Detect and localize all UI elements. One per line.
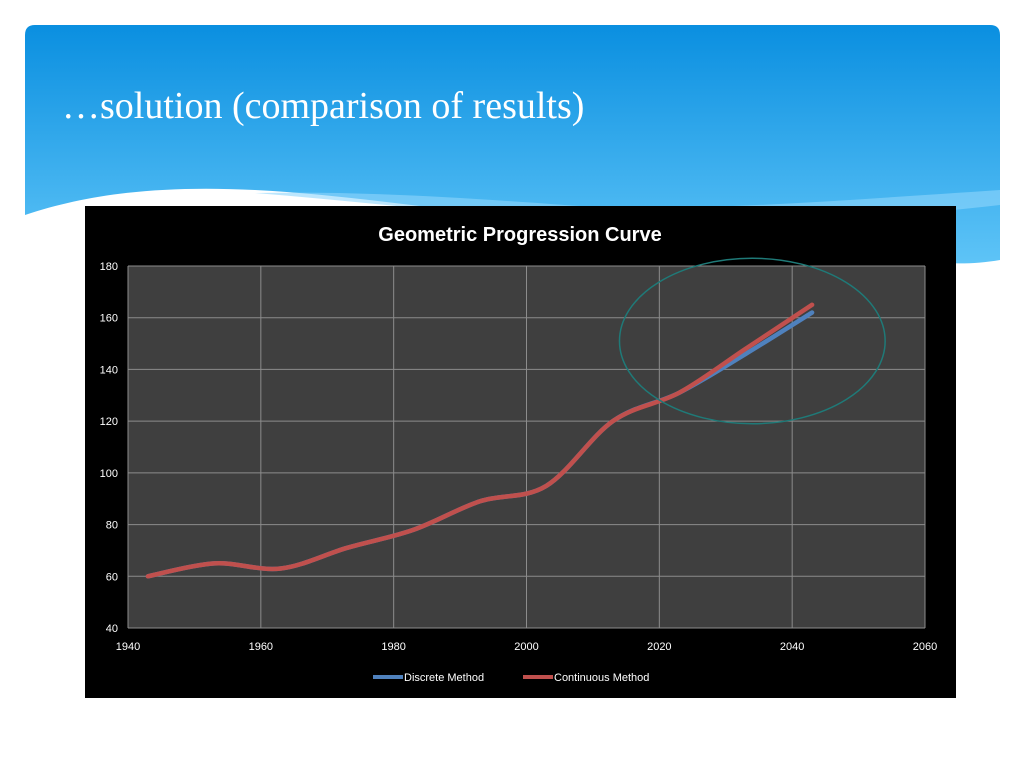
y-tick-label-140: 140 (100, 364, 118, 376)
series-lines (145, 302, 815, 579)
x-tick-label-2040: 2040 (780, 641, 804, 653)
axis-tick-labels: 40 60 80 100 120 140 160 180 1940 1960 1980 2000 202… (100, 261, 938, 653)
x-tick-label-1940: 1940 (116, 641, 140, 653)
highlight-ellipse (618, 257, 886, 425)
x-tick-label-2020: 2020 (647, 641, 671, 653)
annotation-layer (618, 257, 886, 425)
y-tick-label-120: 120 (100, 416, 118, 428)
legend-label-discrete-method: Discrete Method (404, 672, 484, 684)
chart-legend: Discrete Method Continuous Method (373, 672, 649, 684)
x-tick-label-1960: 1960 (249, 641, 273, 653)
line-chart: Geometric Progression Curve 40 60 80 100 120… (100, 224, 938, 684)
slide-title: …solution (comparison of results) (62, 85, 585, 127)
y-tick-label-180: 180 (100, 261, 118, 273)
chart-container: Geometric Progression Curve 40 60 80 100 120… (85, 206, 956, 698)
y-tick-label-100: 100 (100, 468, 118, 480)
y-tick-label-80: 80 (106, 520, 118, 532)
grid-lines (127, 265, 926, 629)
x-tick-label-1980: 1980 (381, 641, 405, 653)
header-background (25, 25, 1000, 264)
series-line-continuous-method (145, 302, 815, 579)
legend-label-continuous-method: Continuous Method (554, 672, 649, 684)
y-tick-label-60: 60 (106, 571, 118, 583)
y-tick-label-40: 40 (106, 623, 118, 635)
x-tick-label-2000: 2000 (514, 641, 538, 653)
x-tick-label-2060: 2060 (913, 641, 937, 653)
y-tick-label-160: 160 (100, 313, 118, 325)
chart-title: Geometric Progression Curve (378, 224, 661, 246)
